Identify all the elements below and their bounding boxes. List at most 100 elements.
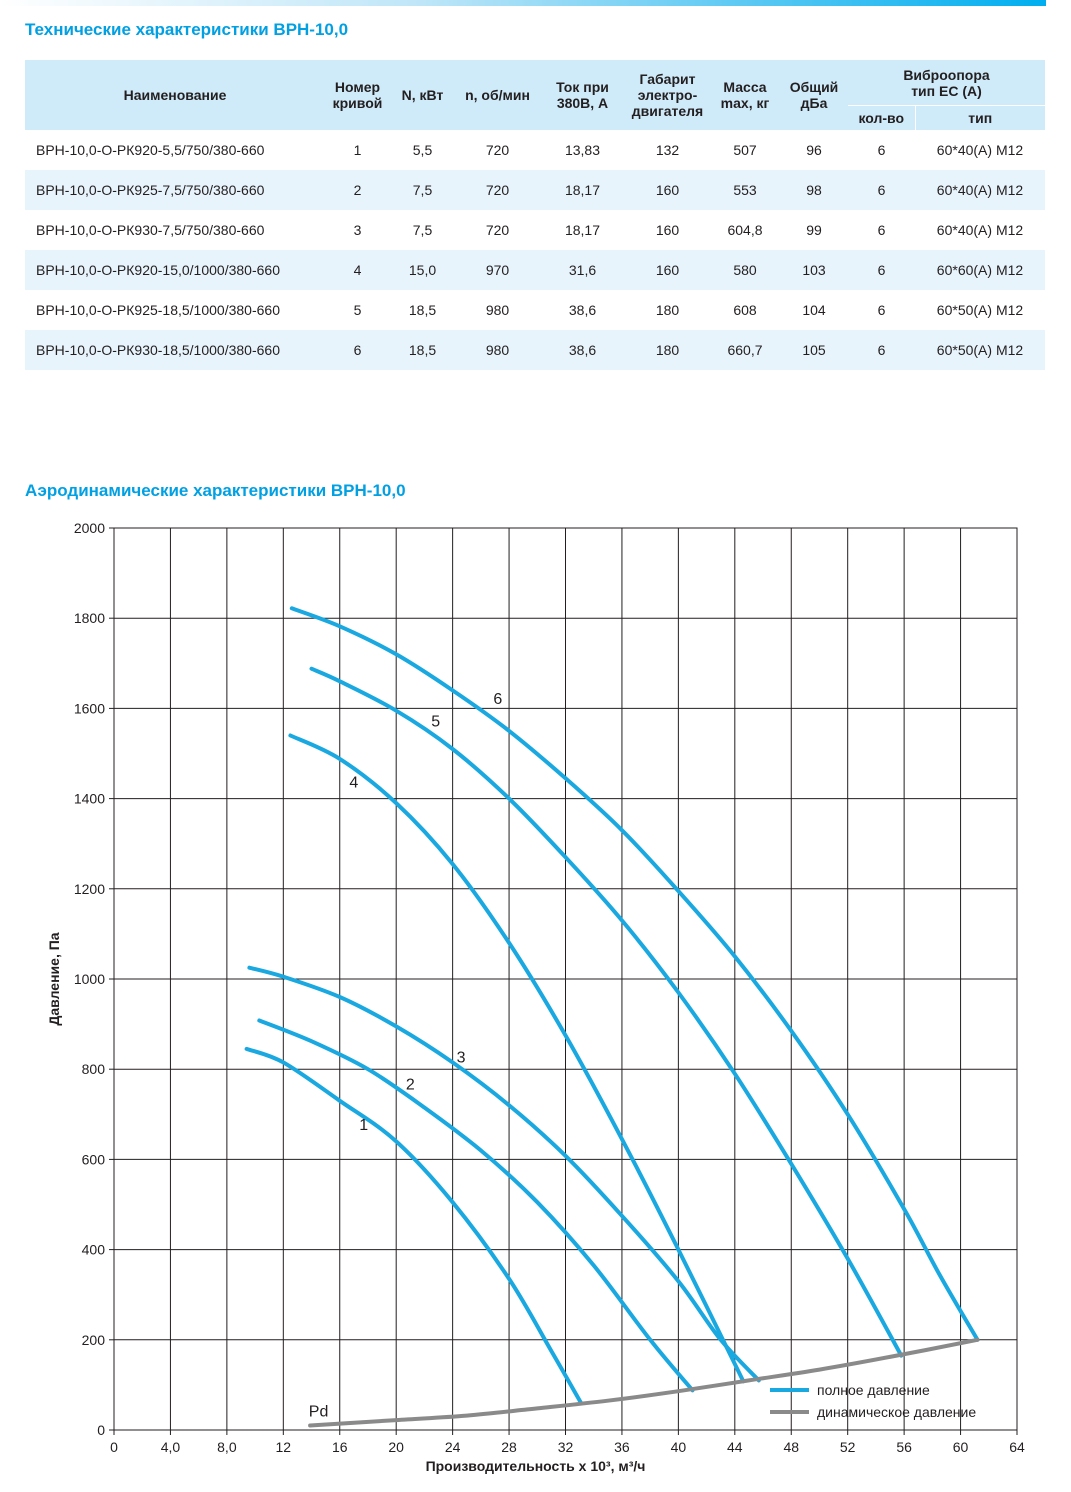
table-cell: 660,7 (710, 330, 780, 370)
table-cell: 60*40(А) М12 (936, 222, 1024, 238)
y-tick-label: 1800 (74, 610, 105, 626)
table-cell: 60*40(А) М12 (915, 170, 1045, 210)
table-cell: 132 (655, 142, 680, 158)
y-tick-label: 2000 (74, 520, 105, 536)
x-tick-label: 36 (614, 1439, 630, 1455)
table-cell: 18,5 (390, 330, 455, 370)
table-cell: 160 (655, 222, 680, 238)
x-tick-label: 16 (332, 1439, 348, 1455)
x-tick-label: 12 (276, 1439, 292, 1455)
table-cell: 18,5 (408, 302, 437, 318)
table-cell: 99 (806, 222, 822, 238)
plot-frame (113, 527, 1018, 1431)
curve-3 (247, 965, 761, 1383)
table-cell: 6 (325, 330, 390, 370)
table-cell: ВРН-10,0-О-РК925-18,5/1000/380-660 (36, 302, 280, 318)
x-tick-label: 44 (727, 1439, 743, 1455)
header-vib-type: тип (915, 105, 1045, 130)
top-accent-bar (0, 0, 1046, 6)
curve-pd (308, 1337, 980, 1428)
table-cell: 104 (802, 302, 826, 318)
x-tick-label: 20 (388, 1439, 404, 1455)
table-cell: 160 (625, 170, 710, 210)
header-curve: Номер кривой (325, 60, 390, 130)
chart-grid (114, 528, 1017, 1430)
table-cell: 6 (877, 222, 886, 238)
curve-label: 5 (431, 713, 440, 730)
table-row: ВРН-10,0-О-РК930-18,5/1000/380-660 6 18,5 9… (25, 330, 1045, 370)
table-cell: 105 (780, 330, 848, 370)
table-cell: 180 (655, 302, 680, 318)
header-current: Ток при 380В, А (540, 60, 625, 130)
table-cell: 98 (780, 170, 848, 210)
x-tick-label: 0 (110, 1439, 118, 1455)
header-noise: Общий дБа (780, 60, 848, 130)
curve-4 (288, 733, 746, 1384)
table-cell: 31,6 (540, 250, 625, 290)
y-tick-label: 800 (82, 1061, 106, 1077)
curve-2 (257, 1018, 695, 1393)
y-tick-label: 200 (82, 1332, 106, 1348)
table-cell: ВРН-10,0-О-РК920-5,5/750/380-660 (36, 142, 265, 158)
curve-label: 2 (406, 1076, 415, 1093)
table-cell: 1 (353, 142, 362, 158)
chart-ticks: 0 4,0 8,0 12 16 20 24 28 32 36 40 44 48 52 56 60 6402004… (74, 520, 1025, 1455)
header-rpm: n, об/мин (455, 60, 540, 130)
table-cell: 7,5 (412, 222, 433, 238)
y-tick-label: 1600 (74, 700, 105, 716)
table-row: ВРН-10,0-О-РК925-18,5/1000/380-660 5 18,5 9… (25, 290, 1045, 330)
curve-label: Pd (309, 1403, 329, 1420)
table-cell: ВРН-10,0-О-РК925-7,5/750/380-660 (25, 170, 325, 210)
x-tick-label: 32 (558, 1439, 574, 1455)
header-power: N, кВт (390, 60, 455, 130)
table-cell: 160 (625, 250, 710, 290)
curve-label: 4 (349, 774, 358, 791)
table-cell: ВРН-10,0-О-РК920-15,0/1000/380-660 (25, 250, 325, 290)
x-tick-label: 60 (953, 1439, 969, 1455)
table-cell: 507 (733, 142, 757, 158)
x-tick-label: 24 (445, 1439, 461, 1455)
x-tick-label: 48 (783, 1439, 799, 1455)
table-cell: 980 (485, 302, 510, 318)
table-cell: 7,5 (390, 170, 455, 210)
table-cell: 60*40(А) М12 (936, 142, 1024, 158)
table-cell: 13,83 (564, 142, 601, 158)
table-cell: 60*50(А) М12 (936, 302, 1024, 318)
y-tick-label: 1400 (74, 791, 105, 807)
table-cell: 3 (353, 222, 362, 238)
y-axis-label: Давление, Па (46, 932, 62, 1025)
table-cell: 6 (848, 250, 915, 290)
table-row: ВРН-10,0-О-РК920-15,0/1000/380-660 4 15,0 9… (25, 250, 1045, 290)
tech-specs-title: Технические характеристики ВРН-10,0 (25, 20, 349, 39)
table-cell: 60*60(А) М12 (915, 250, 1045, 290)
table-cell: 580 (710, 250, 780, 290)
table-cell: 6 (848, 330, 915, 370)
table-cell: 180 (625, 330, 710, 370)
table-cell: ВРН-10,0-О-РК930-18,5/1000/380-660 (25, 330, 325, 370)
table-cell: 5,5 (412, 142, 433, 158)
table-cell: 2 (325, 170, 390, 210)
header-name: Наименование (25, 60, 325, 130)
legend-label: динамическое давление (817, 1404, 976, 1420)
x-tick-label: 28 (501, 1439, 517, 1455)
y-tick-label: 600 (82, 1151, 106, 1167)
y-tick-label: 1000 (74, 971, 105, 987)
table-cell: 720 (485, 222, 510, 238)
aero-chart-title: Аэродинамические характеристики ВРН-10,0 (25, 481, 406, 500)
chart-curve-labels: 1 2 3 4 5 6 Pd (309, 691, 503, 1421)
table-cell: 38,6 (540, 330, 625, 370)
x-tick-label: 40 (671, 1439, 687, 1455)
x-tick-label: 64 (1009, 1439, 1025, 1455)
header-mass: Масса max, кг (710, 60, 780, 130)
tech-specs-table: Наименование Номер кривой N, кВт n, об/ми… (25, 60, 1045, 370)
x-tick-label: 4,0 (161, 1439, 181, 1455)
curve-5 (309, 666, 904, 1358)
y-tick-label: 1200 (74, 881, 105, 897)
header-vib-count: кол-во (848, 105, 916, 130)
chart-legend: полное давление динамическое давление (770, 1382, 976, 1420)
table-cell: 38,6 (568, 302, 597, 318)
x-tick-label: 52 (840, 1439, 856, 1455)
x-tick-label: 8,0 (217, 1439, 237, 1455)
table-cell: ВРН-10,0-О-РК930-7,5/750/380-660 (36, 222, 265, 238)
table-cell: 18,17 (540, 170, 625, 210)
